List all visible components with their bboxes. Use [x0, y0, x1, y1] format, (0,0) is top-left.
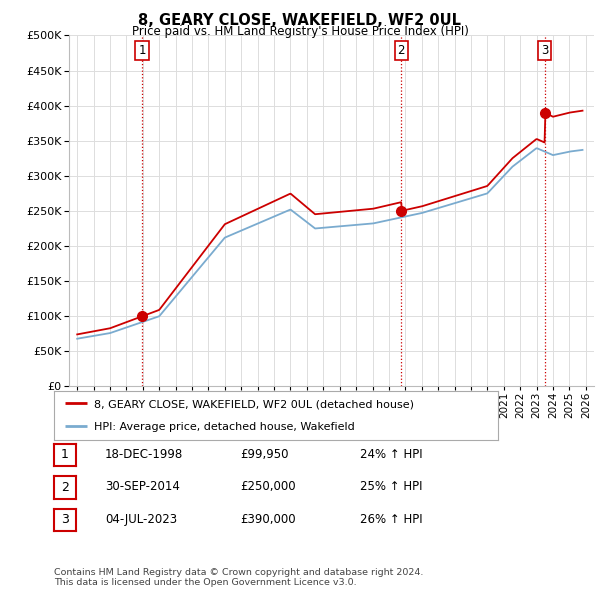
Text: Contains HM Land Registry data © Crown copyright and database right 2024.
This d: Contains HM Land Registry data © Crown c… [54, 568, 424, 587]
Text: 26% ↑ HPI: 26% ↑ HPI [360, 513, 422, 526]
Text: 3: 3 [541, 44, 548, 57]
Text: 25% ↑ HPI: 25% ↑ HPI [360, 480, 422, 493]
Text: 2: 2 [397, 44, 405, 57]
Text: 2: 2 [61, 481, 69, 494]
Text: 1: 1 [61, 448, 69, 461]
Text: Price paid vs. HM Land Registry's House Price Index (HPI): Price paid vs. HM Land Registry's House … [131, 25, 469, 38]
Text: 24% ↑ HPI: 24% ↑ HPI [360, 448, 422, 461]
Text: HPI: Average price, detached house, Wakefield: HPI: Average price, detached house, Wake… [94, 422, 355, 432]
Text: 18-DEC-1998: 18-DEC-1998 [105, 448, 183, 461]
Text: 1: 1 [139, 44, 146, 57]
Text: £390,000: £390,000 [240, 513, 296, 526]
Text: 3: 3 [61, 513, 69, 526]
Text: 04-JUL-2023: 04-JUL-2023 [105, 513, 177, 526]
Text: £250,000: £250,000 [240, 480, 296, 493]
Text: 30-SEP-2014: 30-SEP-2014 [105, 480, 180, 493]
Text: 8, GEARY CLOSE, WAKEFIELD, WF2 0UL (detached house): 8, GEARY CLOSE, WAKEFIELD, WF2 0UL (deta… [94, 399, 414, 409]
Text: 8, GEARY CLOSE, WAKEFIELD, WF2 0UL: 8, GEARY CLOSE, WAKEFIELD, WF2 0UL [139, 13, 461, 28]
Text: £99,950: £99,950 [240, 448, 289, 461]
